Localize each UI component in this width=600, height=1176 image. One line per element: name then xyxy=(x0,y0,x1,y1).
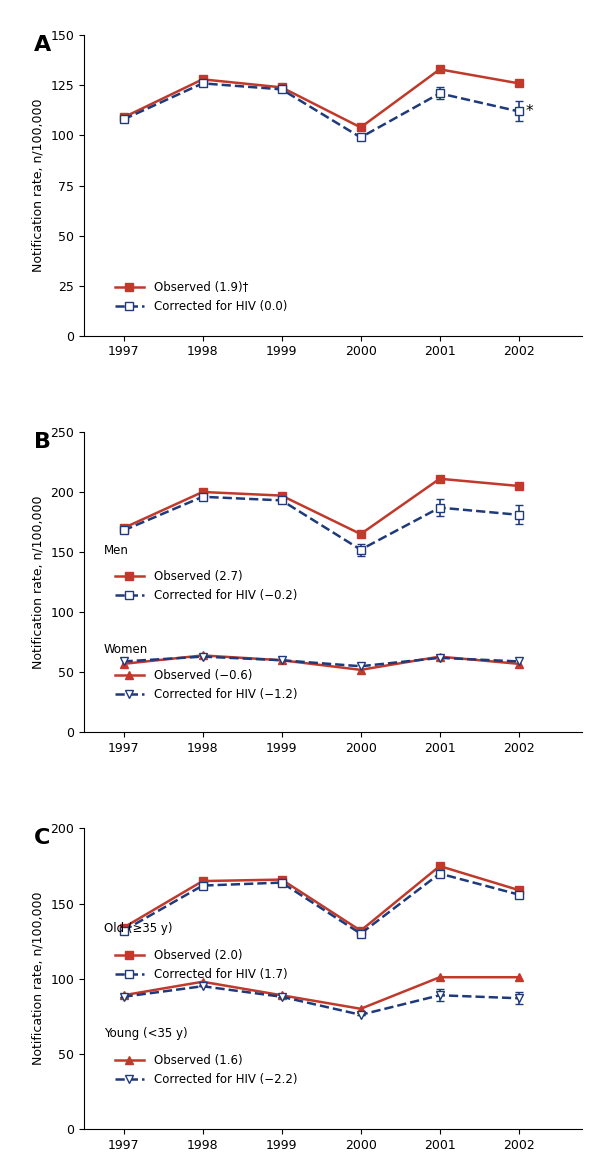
Legend: Observed (1.9)†, Corrected for HIV (0.0): Observed (1.9)†, Corrected for HIV (0.0) xyxy=(110,276,292,318)
Text: A: A xyxy=(34,35,52,55)
Text: C: C xyxy=(34,829,50,849)
Text: B: B xyxy=(34,432,51,452)
Text: Women: Women xyxy=(104,643,148,656)
Text: Young (<35 y): Young (<35 y) xyxy=(104,1028,188,1041)
Text: *: * xyxy=(525,103,533,119)
Y-axis label: Notification rate, n/100,000: Notification rate, n/100,000 xyxy=(32,99,45,273)
Text: Men: Men xyxy=(104,543,129,556)
Legend: Observed (1.6), Corrected for HIV (−2.2): Observed (1.6), Corrected for HIV (−2.2) xyxy=(110,1049,302,1090)
Legend: Observed (−0.6), Corrected for HIV (−1.2): Observed (−0.6), Corrected for HIV (−1.2… xyxy=(110,664,302,706)
Text: Old (≥35 y): Old (≥35 y) xyxy=(104,922,172,935)
Y-axis label: Notification rate, n/100,000: Notification rate, n/100,000 xyxy=(32,495,45,669)
Y-axis label: Notification rate, n/100,000: Notification rate, n/100,000 xyxy=(32,891,45,1065)
